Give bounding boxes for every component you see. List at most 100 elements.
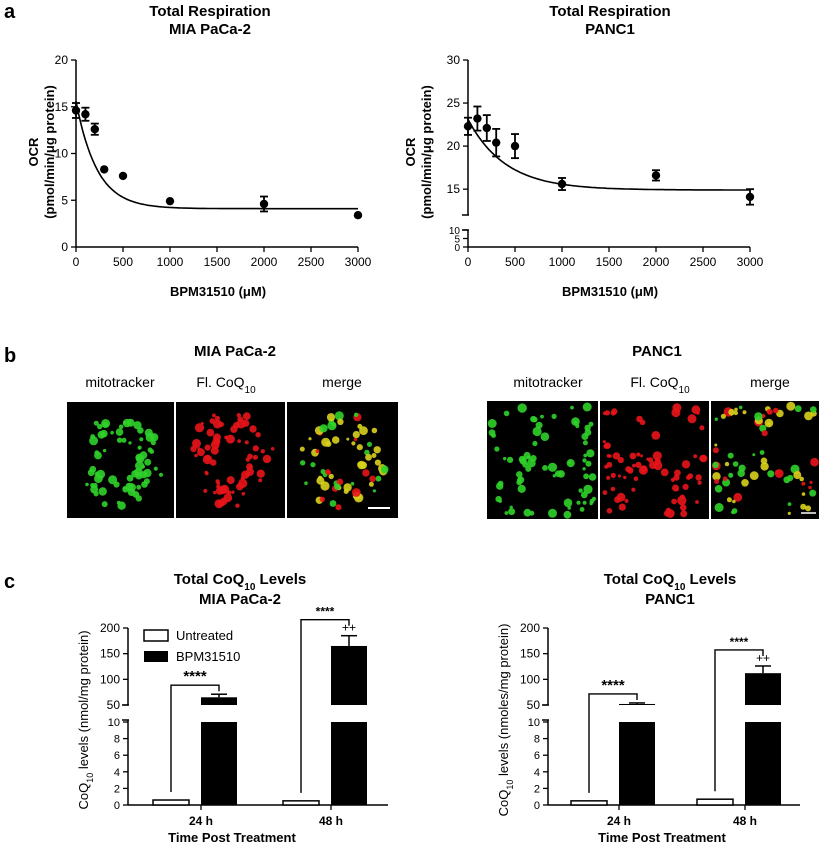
organelle-spot	[517, 484, 526, 493]
y-tick-label: 4	[534, 767, 540, 779]
organelle-spot	[625, 466, 632, 473]
organelle-spot	[318, 475, 323, 480]
x-tick-label: 2500	[690, 255, 717, 269]
organelle-spot	[532, 440, 538, 447]
organelle-spot	[214, 415, 220, 421]
organelle-spot	[128, 441, 132, 445]
x-axis-label: BPM31510 (μM)	[170, 284, 266, 299]
x-axis-label: Time Post Treatment	[598, 830, 726, 845]
y-tick-label: 5	[61, 193, 68, 207]
organelle-spot	[353, 437, 358, 442]
organelle-spot	[767, 470, 775, 478]
y-tick-label: 150	[100, 647, 120, 661]
organelle-spot	[714, 417, 718, 421]
data-point	[492, 138, 501, 147]
chart-respiration-mia: Total Respiration MIA PaCa-2 OCR (pmol/m…	[26, 3, 372, 299]
organelle-spot	[604, 442, 611, 450]
organelle-spot	[691, 405, 701, 415]
organelle-spot	[567, 506, 571, 510]
organelle-spot	[571, 417, 580, 426]
organelle-spot	[699, 425, 705, 431]
organelle-spot	[720, 413, 727, 419]
chart-title: Total CoQ10 Levels	[174, 571, 307, 593]
y-tick-label: 20	[447, 139, 461, 153]
x-tick-label: 1000	[157, 255, 184, 269]
organelle-spot	[89, 436, 99, 446]
channel-label-merge: merge	[750, 374, 790, 390]
organelle-spot	[695, 500, 699, 504]
organelle-spot	[623, 475, 627, 480]
y-axis-label-units: (pmol/min/μg protein)	[42, 85, 57, 219]
image-background	[67, 402, 174, 518]
data-point	[353, 211, 363, 220]
organelle-spot	[584, 424, 591, 432]
organelle-spot	[131, 470, 139, 478]
organelle-spot	[728, 408, 735, 416]
organelle-spot	[583, 484, 593, 494]
organelle-spot	[518, 455, 526, 463]
organelle-spot	[517, 403, 527, 413]
chart-subtitle: PANC1	[645, 591, 695, 608]
organelle-spot	[507, 456, 514, 463]
organelle-spot	[759, 424, 767, 432]
organelle-spot	[741, 479, 749, 487]
chart-subtitle: PANC1	[585, 21, 635, 38]
y-tick-label: 0	[114, 800, 120, 812]
bar-treated-lower	[745, 722, 781, 805]
organelle-spot	[805, 505, 812, 512]
organelle-spot	[679, 494, 685, 500]
y-tick-label: 10	[55, 147, 69, 161]
organelle-spot	[319, 496, 325, 502]
organelle-spot	[738, 405, 743, 410]
x-tick-label: 24 h	[607, 814, 631, 828]
x-tick-label: 48 h	[319, 814, 343, 828]
fit-curve	[467, 119, 750, 191]
data-point	[473, 114, 482, 123]
chart-title: Total CoQ10 Levels	[604, 571, 737, 593]
organelle-spot	[231, 490, 235, 494]
organelle-spot	[310, 462, 316, 468]
organelle-spot	[252, 454, 258, 460]
organelle-spot	[237, 439, 242, 443]
organelle-spot	[759, 450, 765, 455]
organelle-spot	[568, 461, 572, 465]
organelle-spot	[588, 421, 594, 427]
organelle-spot	[582, 458, 587, 463]
organelle-spot	[653, 461, 663, 471]
y-axis-label: OCR	[403, 137, 418, 167]
x-tick-label: 0	[465, 255, 472, 269]
chart-subtitle: MIA PaCa-2	[169, 21, 251, 38]
y-tick-label: 15	[447, 182, 461, 196]
organelle-spot	[774, 469, 784, 478]
organelle-spot	[373, 446, 381, 454]
organelle-spot	[732, 461, 739, 467]
organelle-spot	[353, 412, 359, 417]
organelle-spot	[350, 481, 355, 486]
organelle-spot	[252, 445, 259, 452]
y-axis-label: CoQ10 levels (nmol/mg protein)	[76, 630, 95, 809]
organelle-spot	[136, 484, 142, 490]
organelle-spot	[582, 467, 586, 471]
organelle-spot	[516, 471, 523, 478]
organelle-spot	[359, 426, 368, 436]
panel-label-c: c	[4, 571, 15, 593]
organelle-spot	[687, 414, 697, 424]
organelle-spot	[655, 457, 660, 463]
organelle-spot	[606, 475, 611, 480]
organelle-spot	[612, 452, 621, 460]
organelle-spot	[93, 491, 99, 497]
organelle-spot	[712, 472, 721, 481]
organelle-spot	[496, 482, 504, 490]
organelle-spot	[110, 430, 114, 435]
organelle-spot	[525, 465, 532, 472]
x-tick-label: 3000	[737, 255, 764, 269]
x-tick-label: 3000	[345, 255, 372, 269]
y-tick-label: 2	[534, 783, 540, 795]
significance-bracket	[714, 649, 764, 792]
organelle-spot	[529, 510, 535, 516]
organelle-spot	[604, 464, 609, 469]
organelle-spot	[588, 473, 597, 481]
organelle-spot	[652, 451, 662, 461]
legend-label-untreated: Untreated	[176, 628, 233, 643]
organelle-spot	[640, 454, 644, 458]
